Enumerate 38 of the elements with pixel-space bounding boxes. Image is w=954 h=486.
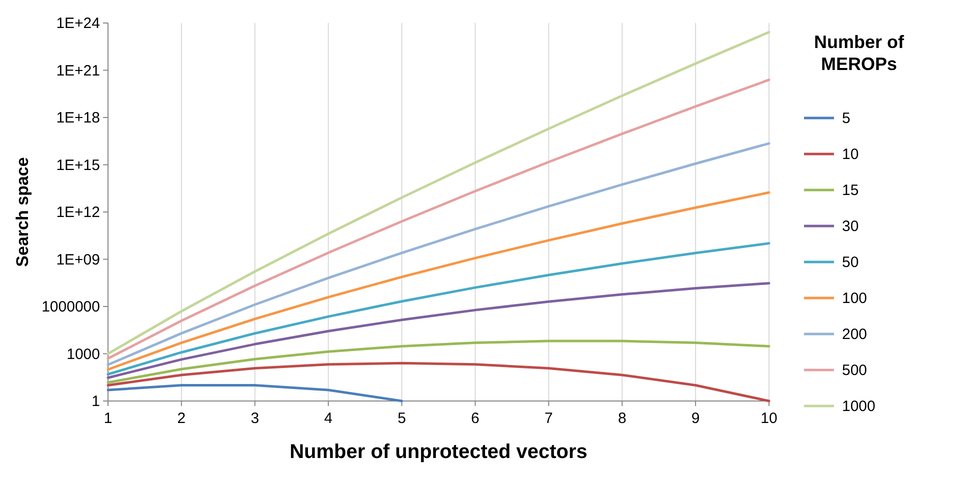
line-series	[106, 340, 770, 384]
x-tick-label: 3	[250, 410, 260, 427]
y-tick-label: 1E+18	[56, 110, 100, 126]
line-series	[106, 30, 770, 355]
y-tick-label: 1E+09	[56, 251, 100, 268]
x-tick-label: 9	[691, 410, 700, 427]
line-series	[106, 142, 770, 366]
legend-label: 50	[842, 254, 859, 271]
x-tick-label: 6	[471, 410, 480, 427]
x-tick-label: 7	[544, 410, 553, 427]
legend-title: Number of MEROPs	[814, 32, 906, 74]
y-tick-label: 1	[92, 393, 100, 410]
x-axis-title: Number of unprotected vectors	[290, 441, 588, 463]
x-tick-label: 10	[760, 410, 778, 427]
y-axis-title: Search space	[13, 157, 32, 267]
legend-label: 15	[842, 182, 859, 199]
y-tick-label: 1000	[66, 346, 100, 363]
x-tick-label: 1	[104, 410, 112, 427]
legend-label: 1000	[842, 398, 876, 415]
x-tick-label: 4	[324, 410, 333, 427]
y-tick-label: 1000000	[42, 298, 100, 316]
x-tick-label: 5	[398, 410, 406, 427]
legend-label: 30	[842, 218, 859, 235]
legend-label: 10	[842, 146, 859, 163]
y-tick-label: 1E+24	[56, 15, 100, 32]
legend-label: 100	[842, 290, 868, 307]
y-tick-label: 1E+12	[56, 204, 100, 221]
line-series	[106, 282, 770, 379]
legend-label: 200	[842, 326, 868, 343]
x-tick-label: 2	[177, 410, 186, 427]
legend-label: 5	[842, 110, 850, 127]
legend-label: 500	[842, 362, 868, 379]
line-series	[106, 191, 770, 371]
line-series	[106, 242, 770, 376]
line-series	[106, 78, 770, 360]
x-tick-label: 8	[618, 410, 626, 427]
y-tick-label: 1E+21	[56, 62, 100, 80]
y-tick-label: 1E+15	[56, 156, 100, 174]
